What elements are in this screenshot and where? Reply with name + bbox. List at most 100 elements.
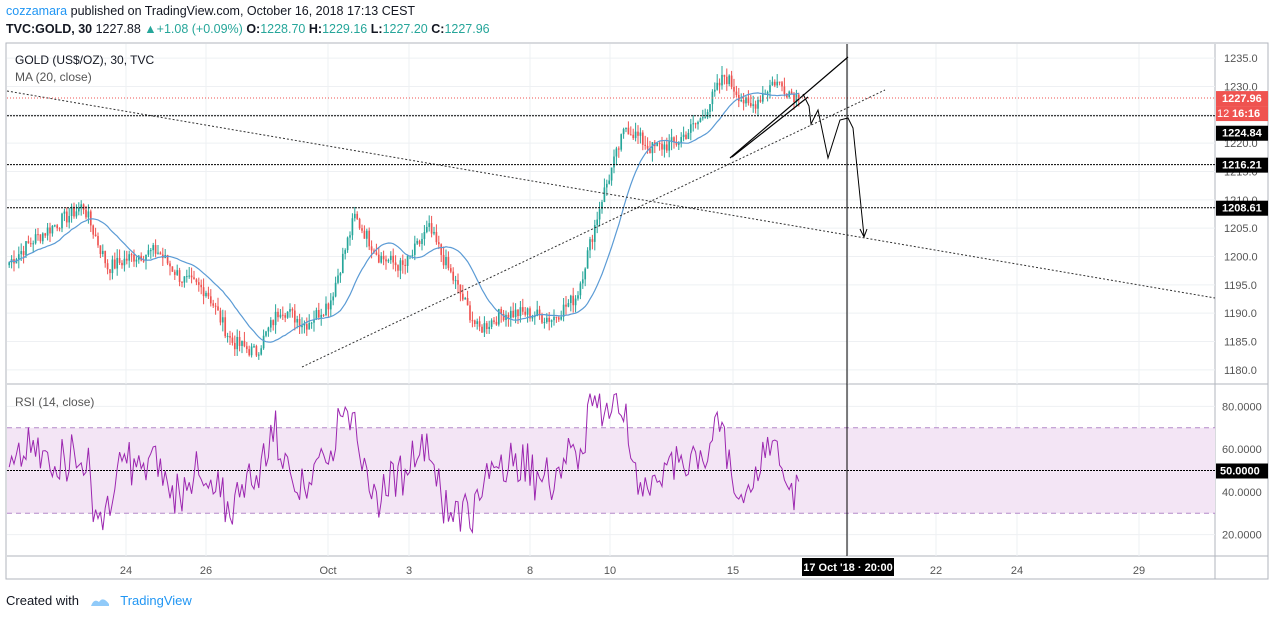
candle-body	[272, 320, 275, 326]
time-tick-label: 8	[527, 565, 533, 577]
price-tick-label: 1220.0	[1224, 138, 1258, 150]
candle-body	[507, 314, 510, 318]
candle-body	[365, 230, 368, 239]
candle-body	[310, 322, 313, 324]
candle-body	[293, 310, 296, 323]
candle-body	[545, 317, 548, 323]
time-tick-label: 3	[406, 565, 412, 577]
candle-body	[733, 86, 735, 92]
candle-body	[20, 251, 23, 255]
candle-body	[572, 295, 575, 306]
candle-body	[339, 273, 342, 276]
candle-body	[713, 89, 716, 92]
candle-body	[171, 266, 174, 272]
candle-body	[488, 326, 491, 330]
candle-body	[332, 296, 335, 301]
candle-body	[356, 213, 359, 219]
candle-body	[481, 326, 483, 333]
low-value: 1227.20	[382, 22, 428, 36]
candle-body	[68, 215, 71, 223]
candle-body	[128, 254, 131, 261]
time-badge: 17 Oct '18 · 20:00	[803, 562, 892, 574]
candle-body	[284, 315, 287, 318]
time-tick-label: 29	[1133, 565, 1145, 577]
candle-body	[658, 143, 661, 145]
candle-body	[783, 86, 786, 95]
tradingview-link[interactable]: TradingView	[120, 593, 192, 608]
candle-body	[519, 307, 522, 317]
candle-body	[135, 259, 138, 262]
candle-body	[536, 309, 539, 317]
candle-body	[569, 295, 572, 304]
candle-body	[766, 92, 769, 94]
candle-body	[377, 254, 380, 263]
candle-body	[195, 279, 198, 283]
candle-body	[730, 75, 733, 87]
candle-body	[709, 104, 711, 113]
candle-body	[197, 282, 200, 285]
candle-body	[694, 123, 697, 125]
time-tick-label: 22	[930, 565, 942, 577]
support-trendline	[301, 89, 886, 368]
candle-body	[166, 254, 169, 264]
candle-body	[277, 311, 279, 318]
candle-body	[176, 270, 179, 275]
candle-body	[735, 91, 738, 95]
candle-body	[673, 137, 675, 142]
candle-body	[46, 227, 49, 236]
ma-legend: MA (20, close)	[15, 70, 92, 84]
candle-body	[586, 250, 589, 269]
candle-body	[716, 82, 719, 90]
candle-body	[394, 262, 397, 266]
price-tick-label: 1205.0	[1224, 223, 1258, 235]
candle-body	[370, 246, 373, 251]
candle-body	[97, 236, 99, 246]
candle-body	[687, 132, 690, 139]
candle-body	[761, 94, 764, 102]
candle-body	[473, 320, 476, 324]
candle-body	[692, 123, 695, 125]
open-label: O:	[246, 22, 261, 36]
candle-body	[188, 275, 191, 277]
candle-body	[677, 142, 680, 145]
candle-body	[747, 97, 750, 104]
candle-body	[581, 279, 584, 284]
candle-body	[327, 303, 330, 310]
chart-canvas[interactable]: 1180.0 1185.0 1190.0 1195.0 1200.0 1205.0 12 10…	[0, 0, 1274, 590]
candle-body	[87, 211, 90, 218]
candle-body	[605, 183, 608, 188]
candle-body	[109, 269, 111, 274]
candle-body	[591, 239, 594, 242]
rsi-line	[8, 392, 800, 535]
author-link[interactable]: cozzamara	[6, 4, 68, 18]
candle-body	[495, 321, 498, 325]
candle-body	[80, 204, 83, 208]
candle-body	[149, 250, 152, 252]
candle-body	[70, 206, 73, 216]
candle-body	[740, 99, 743, 102]
candle-body	[44, 233, 47, 236]
candle-body	[214, 305, 217, 307]
candle-body	[289, 309, 291, 312]
candle-body	[769, 85, 771, 93]
candle-body	[471, 320, 474, 322]
candle-body	[541, 314, 543, 323]
candle-body	[313, 319, 315, 323]
candle-body	[29, 243, 32, 245]
candle-body	[351, 218, 354, 236]
close-value: 1227.96	[444, 22, 490, 36]
candle-body	[637, 131, 639, 136]
candle-body	[670, 137, 673, 142]
candle-body	[433, 231, 435, 234]
high-label: H:	[308, 22, 323, 36]
candle-body	[562, 304, 565, 317]
candle-body	[615, 148, 618, 157]
candle-body	[8, 262, 11, 266]
candle-body	[344, 250, 347, 254]
price-tick-label: 1185.0	[1224, 337, 1257, 349]
candle-body	[32, 243, 35, 245]
candle-body	[526, 308, 529, 315]
candle-body	[550, 320, 553, 322]
candle-body	[584, 268, 587, 280]
level-badge-1224: 1224.84	[1222, 128, 1263, 140]
